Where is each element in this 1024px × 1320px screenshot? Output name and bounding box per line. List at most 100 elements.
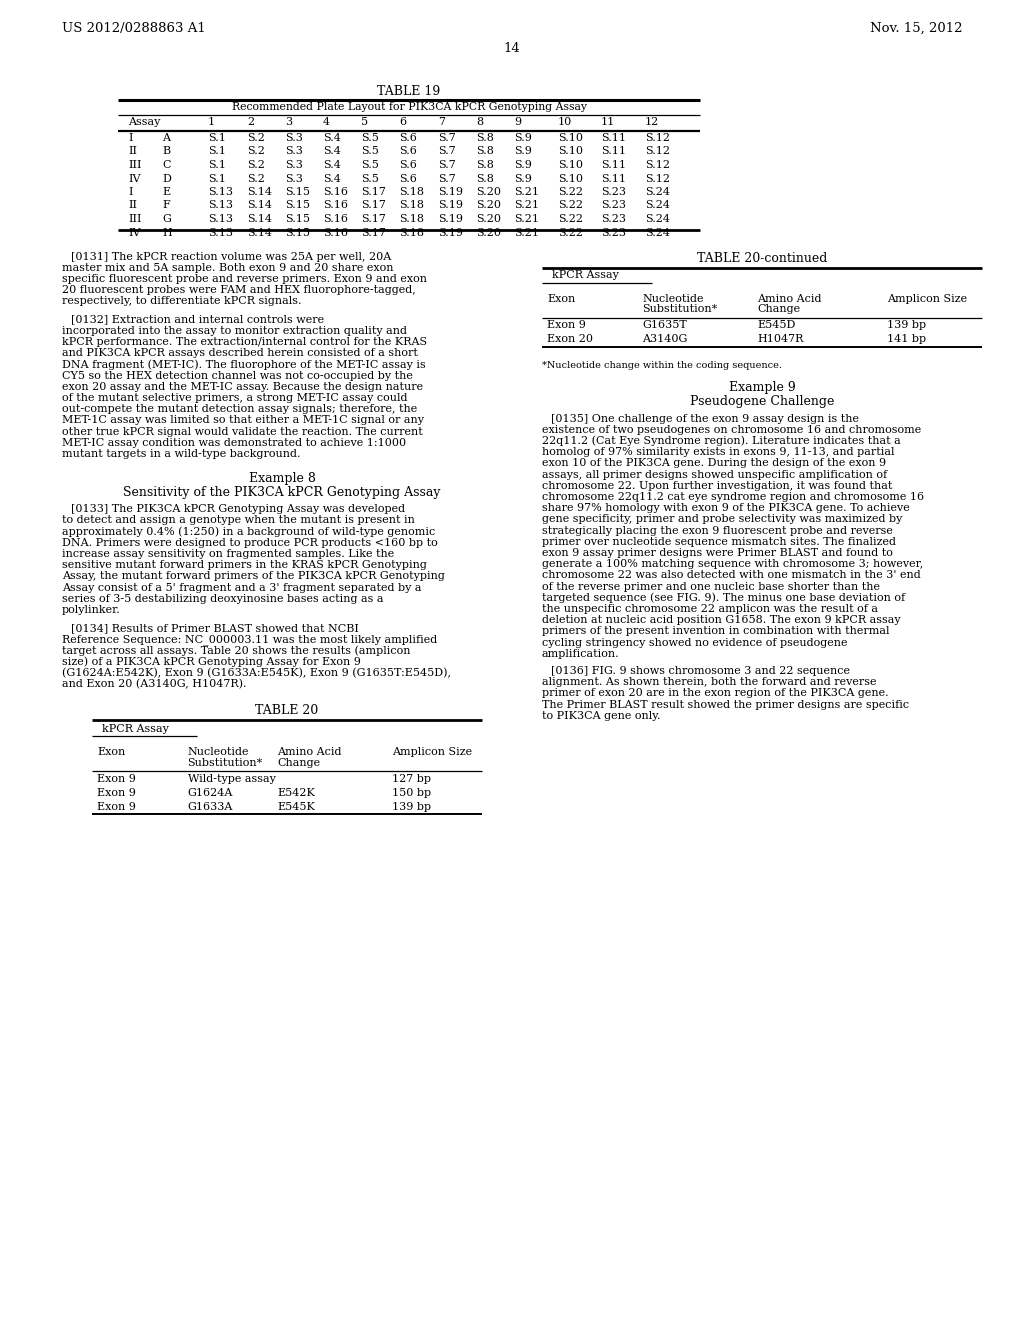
Text: S.3: S.3 (285, 133, 303, 143)
Text: S.11: S.11 (601, 173, 626, 183)
Text: Amino Acid: Amino Acid (278, 747, 341, 758)
Text: of the reverse primer and one nucleic base shorter than the: of the reverse primer and one nucleic ba… (542, 582, 880, 591)
Text: to PIK3CA gene only.: to PIK3CA gene only. (542, 710, 660, 721)
Text: S.10: S.10 (558, 173, 583, 183)
Text: alignment. As shown therein, both the forward and reverse: alignment. As shown therein, both the fo… (542, 677, 877, 688)
Text: S.16: S.16 (323, 214, 348, 224)
Text: Example 8: Example 8 (249, 473, 315, 486)
Text: Exon: Exon (547, 293, 575, 304)
Text: 6: 6 (399, 117, 407, 127)
Text: homolog of 97% similarity exists in exons 9, 11-13, and partial: homolog of 97% similarity exists in exon… (542, 447, 895, 457)
Text: S.11: S.11 (601, 133, 626, 143)
Text: S.23: S.23 (601, 201, 626, 210)
Text: E: E (162, 187, 170, 197)
Text: II: II (128, 147, 137, 157)
Text: MET-1C assay was limited so that either a MET-1C signal or any: MET-1C assay was limited so that either … (62, 416, 424, 425)
Text: S.14: S.14 (247, 214, 272, 224)
Text: Pseudogene Challenge: Pseudogene Challenge (690, 396, 835, 408)
Text: I: I (128, 133, 132, 143)
Text: S.14: S.14 (247, 227, 272, 238)
Text: The Primer BLAST result showed the primer designs are specific: The Primer BLAST result showed the prime… (542, 700, 909, 710)
Text: US 2012/0288863 A1: US 2012/0288863 A1 (62, 22, 206, 36)
Text: S.18: S.18 (399, 201, 424, 210)
Text: Example 9: Example 9 (729, 381, 796, 395)
Text: S.1: S.1 (208, 160, 226, 170)
Text: E542K: E542K (278, 788, 314, 799)
Text: to detect and assign a genotype when the mutant is present in: to detect and assign a genotype when the… (62, 515, 415, 525)
Text: S.23: S.23 (601, 214, 626, 224)
Text: S.17: S.17 (361, 227, 386, 238)
Text: S.5: S.5 (361, 173, 379, 183)
Text: S.13: S.13 (208, 214, 233, 224)
Text: S.9: S.9 (514, 173, 531, 183)
Text: S.9: S.9 (514, 147, 531, 157)
Text: of the mutant selective primers, a strong MET-IC assay could: of the mutant selective primers, a stron… (62, 393, 408, 403)
Text: A: A (162, 133, 170, 143)
Text: amplification.: amplification. (542, 648, 620, 659)
Text: S.13: S.13 (208, 187, 233, 197)
Text: DNA fragment (MET-IC). The fluorophore of the MET-IC assay is: DNA fragment (MET-IC). The fluorophore o… (62, 359, 426, 370)
Text: 141 bp: 141 bp (887, 334, 926, 345)
Text: B: B (162, 147, 170, 157)
Text: S.4: S.4 (323, 160, 341, 170)
Text: gene specificity, primer and probe selectivity was maximized by: gene specificity, primer and probe selec… (542, 515, 902, 524)
Text: S.12: S.12 (645, 173, 670, 183)
Text: kPCR Assay: kPCR Assay (552, 271, 618, 281)
Text: series of 3-5 destabilizing deoxyinosine bases acting as a: series of 3-5 destabilizing deoxyinosine… (62, 594, 384, 603)
Text: 12: 12 (645, 117, 659, 127)
Text: G1635T: G1635T (642, 321, 687, 330)
Text: Amplicon Size: Amplicon Size (392, 747, 472, 758)
Text: Nucleotide: Nucleotide (187, 747, 249, 758)
Text: (G1624A:E542K), Exon 9 (G1633A:E545K), Exon 9 (G1635T:E545D),: (G1624A:E542K), Exon 9 (G1633A:E545K), E… (62, 668, 451, 678)
Text: S.17: S.17 (361, 214, 386, 224)
Text: S.16: S.16 (323, 227, 348, 238)
Text: A3140G: A3140G (642, 334, 687, 345)
Text: S.8: S.8 (476, 160, 494, 170)
Text: S.14: S.14 (247, 201, 272, 210)
Text: size) of a PIK3CA kPCR Genotyping Assay for Exon 9: size) of a PIK3CA kPCR Genotyping Assay … (62, 657, 360, 668)
Text: G1624A: G1624A (187, 788, 232, 799)
Text: 20 fluorescent probes were FAM and HEX fluorophore-tagged,: 20 fluorescent probes were FAM and HEX f… (62, 285, 416, 296)
Text: 1: 1 (208, 117, 215, 127)
Text: G1633A: G1633A (187, 803, 232, 812)
Text: S.9: S.9 (514, 160, 531, 170)
Text: S.11: S.11 (601, 147, 626, 157)
Text: deletion at nucleic acid position G1658. The exon 9 kPCR assay: deletion at nucleic acid position G1658.… (542, 615, 901, 626)
Text: respectively, to differentiate kPCR signals.: respectively, to differentiate kPCR sign… (62, 296, 301, 306)
Text: primer of exon 20 are in the exon region of the PIK3CA gene.: primer of exon 20 are in the exon region… (542, 688, 889, 698)
Text: S.23: S.23 (601, 187, 626, 197)
Text: chromosome 22q11.2 cat eye syndrome region and chromosome 16: chromosome 22q11.2 cat eye syndrome regi… (542, 492, 924, 502)
Text: strategically placing the exon 9 fluorescent probe and reverse: strategically placing the exon 9 fluores… (542, 525, 893, 536)
Text: S.15: S.15 (285, 227, 310, 238)
Text: polylinker.: polylinker. (62, 605, 121, 615)
Text: 150 bp: 150 bp (392, 788, 431, 799)
Text: S.21: S.21 (514, 187, 539, 197)
Text: 2: 2 (247, 117, 254, 127)
Text: S.22: S.22 (558, 227, 583, 238)
Text: targeted sequence (see FIG. 9). The minus one base deviation of: targeted sequence (see FIG. 9). The minu… (542, 593, 905, 603)
Text: 22q11.2 (Cat Eye Syndrome region). Literature indicates that a: 22q11.2 (Cat Eye Syndrome region). Liter… (542, 436, 901, 446)
Text: master mix and 5A sample. Both exon 9 and 20 share exon: master mix and 5A sample. Both exon 9 an… (62, 263, 393, 273)
Text: IV: IV (128, 227, 140, 238)
Text: H1047R: H1047R (757, 334, 804, 345)
Text: primer over nucleotide sequence mismatch sites. The finalized: primer over nucleotide sequence mismatch… (542, 537, 896, 546)
Text: 7: 7 (438, 117, 445, 127)
Text: S.3: S.3 (285, 173, 303, 183)
Text: 139 bp: 139 bp (392, 803, 431, 812)
Text: S.24: S.24 (645, 227, 670, 238)
Text: Exon 9: Exon 9 (97, 775, 136, 784)
Text: S.6: S.6 (399, 133, 417, 143)
Text: S.10: S.10 (558, 133, 583, 143)
Text: TABLE 19: TABLE 19 (378, 84, 440, 98)
Text: S.8: S.8 (476, 147, 494, 157)
Text: S.23: S.23 (601, 227, 626, 238)
Text: incorporated into the assay to monitor extraction quality and: incorporated into the assay to monitor e… (62, 326, 407, 335)
Text: exon 9 assay primer designs were Primer BLAST and found to: exon 9 assay primer designs were Primer … (542, 548, 893, 558)
Text: S.22: S.22 (558, 214, 583, 224)
Text: S.16: S.16 (323, 187, 348, 197)
Text: S.9: S.9 (514, 133, 531, 143)
Text: S.18: S.18 (399, 187, 424, 197)
Text: S.22: S.22 (558, 187, 583, 197)
Text: S.13: S.13 (208, 227, 233, 238)
Text: S.13: S.13 (208, 201, 233, 210)
